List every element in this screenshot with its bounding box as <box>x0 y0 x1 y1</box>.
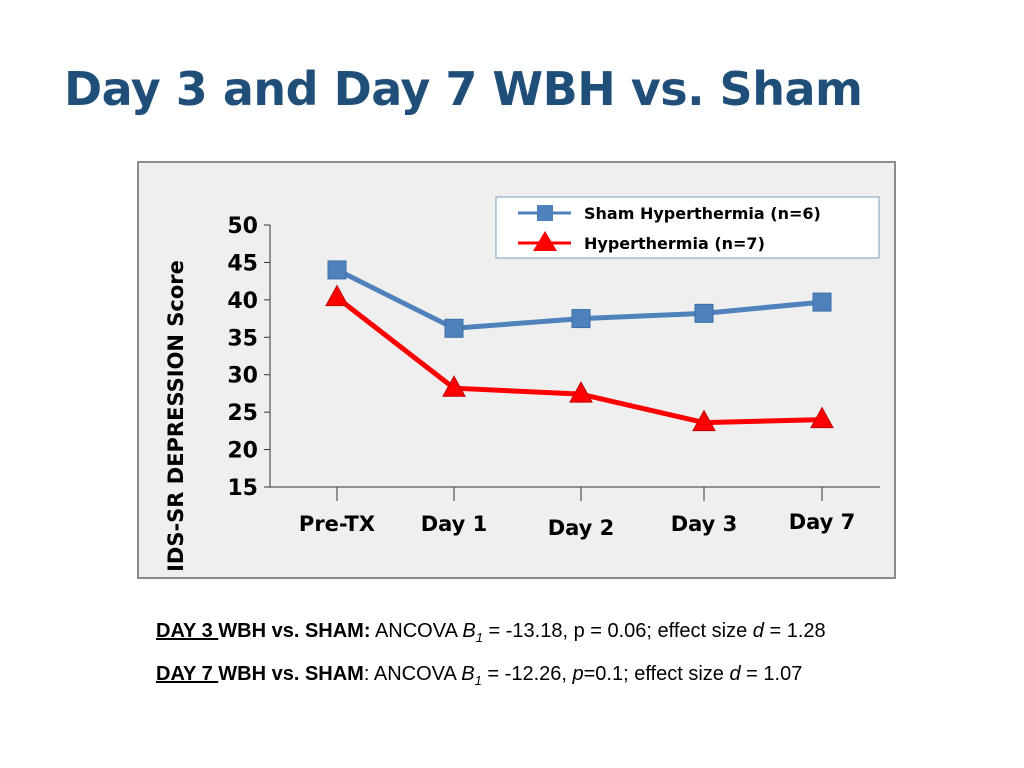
statistics-notes: DAY 3 WBH vs. SHAM: ANCOVA B1 = -13.18, … <box>156 618 896 704</box>
sham-data-point <box>327 260 347 280</box>
y-tick-label: 20 <box>227 439 258 464</box>
hyperthermia-data-point <box>325 284 349 307</box>
legend-square-marker <box>537 205 553 221</box>
day3-text-3: = 1.28 <box>763 620 826 642</box>
day3-b-subscript: 1 <box>475 630 483 645</box>
y-tick-label: 45 <box>227 251 258 276</box>
x-tick-label: Day 3 <box>671 512 738 536</box>
sham-data-point <box>571 309 591 329</box>
day3-label: DAY 3 <box>156 620 219 642</box>
day7-p-symbol: p <box>572 663 584 685</box>
y-tick-label: 40 <box>227 289 258 314</box>
legend-triangle-marker <box>533 231 557 251</box>
hyperthermia-data-point <box>442 375 466 397</box>
day7-b-symbol: B <box>461 663 475 685</box>
day3-note: DAY 3 WBH vs. SHAM: ANCOVA B1 = -13.18, … <box>156 618 896 651</box>
sham-data-point <box>812 292 832 312</box>
chart-panel: 50 45 40 35 30 25 20 15 Pre-TX Day 1 Day 2 Day 3 Day… <box>137 161 896 579</box>
hyperthermia-data-point <box>810 406 834 429</box>
x-tick-label: Pre-TX <box>299 512 375 536</box>
hyperthermia-data-point <box>692 409 716 432</box>
day3-b-symbol: B <box>462 620 476 642</box>
y-tick-label: 35 <box>227 326 258 351</box>
legend-label: Sham Hyperthermia (n=6) <box>584 204 821 223</box>
x-tick-label: Day 7 <box>789 510 856 534</box>
day7-heading: WBH vs. SHAM <box>218 663 364 685</box>
x-tick-label: Day 2 <box>548 516 615 540</box>
y-tick-label: 50 <box>227 214 258 239</box>
legend-label: Hyperthermia (n=7) <box>584 234 765 253</box>
line-chart: 50 45 40 35 30 25 20 15 Pre-TX Day 1 Day 2 Day 3 Day… <box>164 196 880 572</box>
day3-d-symbol: d <box>752 620 764 642</box>
y-tick-label: 15 <box>227 476 258 501</box>
day7-text-1: : ANCOVA <box>363 663 462 685</box>
sham-data-point <box>694 303 714 323</box>
day7-b-subscript: 1 <box>474 673 482 688</box>
x-tick-label: Day 1 <box>421 512 488 536</box>
day7-label: DAY 7 <box>156 663 219 685</box>
sham-data-point <box>444 318 464 338</box>
legend-box <box>495 196 880 259</box>
day3-heading: WBH vs. SHAM: <box>218 620 371 642</box>
y-axis-title: IDS-SR DEPRESSION Score <box>164 260 188 572</box>
day7-text-2: = -12.26, <box>481 663 573 685</box>
day3-text-1: ANCOVA <box>370 620 463 642</box>
day7-text-3: =0.1; effect size <box>583 663 730 685</box>
hyperthermia-data-point <box>569 381 593 403</box>
y-tick-label: 30 <box>227 364 258 389</box>
day7-d-symbol: d <box>729 663 741 685</box>
y-tick-label: 25 <box>227 401 258 426</box>
slide-title: Day 3 and Day 7 WBH vs. Sham <box>64 62 863 116</box>
day7-note: DAY 7 WBH vs. SHAM: ANCOVA B1 = -12.26, … <box>156 661 896 694</box>
day7-text-4: = 1.07 <box>740 663 803 685</box>
day3-text-2: = -13.18, p = 0.06; effect size <box>482 620 753 642</box>
